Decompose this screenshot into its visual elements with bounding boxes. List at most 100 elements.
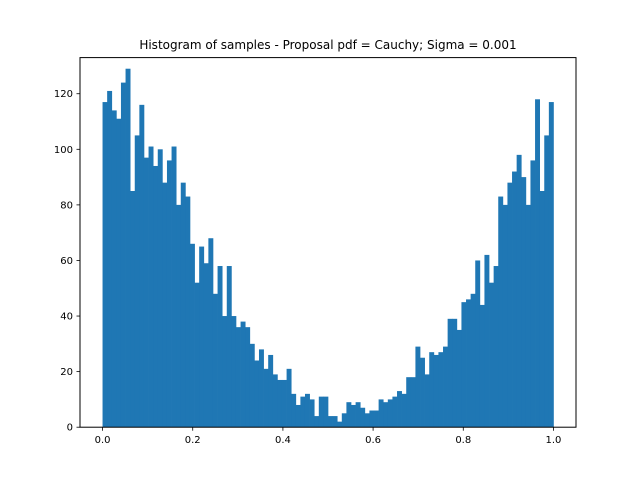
histogram-bar	[102, 102, 108, 428]
histogram-bar	[332, 416, 338, 428]
histogram-bar	[489, 282, 494, 428]
histogram-bar	[189, 243, 195, 428]
histogram-bar	[461, 302, 467, 428]
histogram-bar	[502, 204, 508, 428]
y-tick-label: 20	[60, 367, 73, 378]
histogram-bar	[263, 368, 269, 428]
histogram-bar	[148, 146, 154, 428]
histogram-bar	[447, 318, 453, 428]
histogram-bar	[171, 146, 177, 428]
histogram-bar	[240, 321, 246, 428]
x-tick-label: 0.8	[455, 435, 471, 446]
histogram-bar	[498, 196, 504, 428]
histogram-bar	[369, 410, 375, 428]
histogram-bar	[268, 354, 274, 428]
histogram-bar	[162, 182, 168, 428]
histogram-bar	[406, 377, 412, 428]
histogram-bar	[548, 102, 554, 428]
histogram-bar	[341, 413, 347, 428]
histogram-bar	[314, 416, 320, 428]
histogram-bar	[208, 238, 214, 428]
histogram-bar	[222, 316, 228, 428]
histogram-bar	[199, 246, 205, 428]
histogram-bar	[355, 402, 361, 428]
histogram-bar	[226, 266, 232, 428]
histogram-bar	[203, 263, 209, 428]
histogram-bar	[245, 327, 251, 428]
histogram-bar	[318, 396, 324, 428]
histogram-bar	[415, 346, 421, 428]
histogram-bar	[507, 182, 513, 428]
x-axis: 0.0 0.2 0.4 0.6 0.8 1.0	[95, 427, 561, 446]
histogram-bar	[378, 399, 384, 428]
histogram-bar	[351, 404, 356, 428]
histogram-bar	[231, 316, 237, 428]
histogram-bar	[392, 396, 398, 428]
histogram-bar	[300, 396, 306, 428]
histogram-bar	[139, 104, 145, 428]
chart-title: Histogram of samples - Proposal pdf = Ca…	[139, 38, 516, 52]
histogram-bar	[295, 404, 301, 428]
histogram-bar	[521, 177, 527, 428]
histogram-bar	[438, 352, 444, 428]
histogram-bar	[249, 343, 255, 428]
histogram-bar	[479, 304, 485, 428]
histogram-bar	[410, 377, 416, 428]
histogram-bar	[185, 196, 191, 428]
y-tick-label: 40	[60, 312, 73, 323]
histogram-bar	[429, 352, 435, 428]
histogram-bar	[535, 99, 541, 428]
histogram-bar	[516, 154, 522, 428]
histogram-bar	[397, 391, 402, 428]
histogram-bar	[360, 407, 366, 428]
histogram-bar	[539, 190, 545, 428]
histogram-bar	[286, 368, 292, 428]
histogram-bar	[235, 327, 241, 428]
y-tick-label: 120	[54, 89, 73, 100]
histogram-bar	[387, 399, 393, 428]
histogram-bar	[328, 416, 333, 428]
histogram-bar	[420, 357, 425, 428]
plot-area-frame	[79, 57, 577, 428]
histogram-bar	[493, 266, 499, 428]
histogram-bar	[346, 402, 352, 428]
histogram-bar	[120, 82, 126, 428]
histogram-bar	[272, 374, 278, 428]
x-tick-label: 0.6	[365, 435, 381, 446]
histogram-bar	[374, 410, 379, 428]
histogram-bar	[512, 171, 517, 428]
histogram-bar	[107, 90, 113, 428]
histogram-bar	[309, 399, 315, 428]
histogram-bar	[466, 299, 471, 428]
histogram-bar	[470, 293, 476, 428]
histogram-bar	[433, 354, 439, 428]
histogram-bar	[291, 393, 297, 428]
histogram-bar	[530, 160, 536, 428]
x-tick-label: 0.0	[95, 435, 111, 446]
histogram-bar	[364, 413, 370, 428]
x-tick-label: 0.2	[185, 435, 201, 446]
histogram-bar	[116, 118, 122, 428]
histogram-bar	[475, 260, 481, 428]
histogram-bar	[304, 393, 310, 428]
histogram-bars	[102, 68, 554, 428]
histogram-bar	[424, 374, 430, 428]
histogram-bar	[254, 360, 260, 428]
y-tick-label: 100	[54, 145, 73, 156]
histogram-bar	[323, 396, 329, 428]
histogram-bar	[337, 421, 343, 428]
histogram-bar	[157, 149, 163, 428]
histogram-bar	[452, 318, 458, 428]
y-tick-label: 0	[67, 423, 73, 434]
histogram-bar	[212, 293, 218, 428]
histogram-bar	[153, 165, 159, 428]
histogram-bar	[456, 329, 462, 428]
y-axis: 0 20 40 60 80 100 120	[54, 89, 80, 434]
histogram-bar	[217, 266, 223, 428]
histogram-bar	[125, 68, 131, 428]
histogram-bar	[544, 135, 550, 428]
histogram-bar	[143, 157, 149, 428]
histogram-bar	[443, 346, 448, 428]
histogram-bar	[111, 110, 117, 428]
histogram-bar	[166, 160, 172, 428]
